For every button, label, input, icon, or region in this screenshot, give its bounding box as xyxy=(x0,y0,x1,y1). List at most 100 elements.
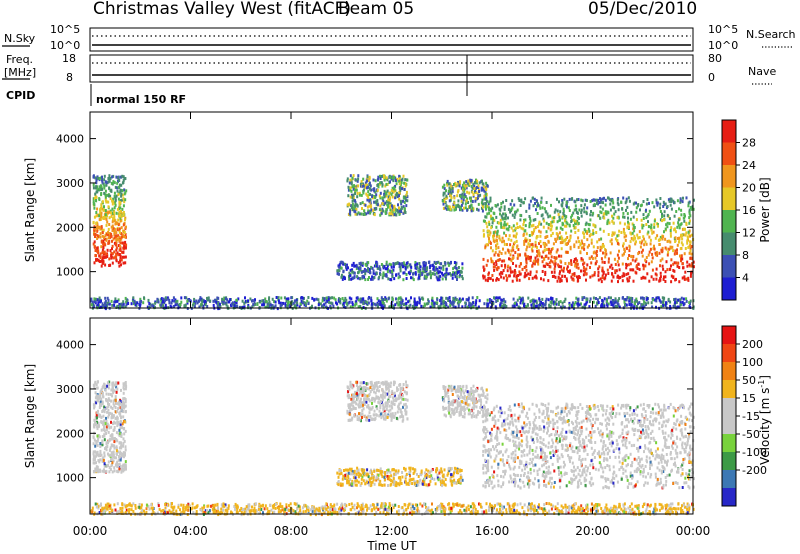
power-cell xyxy=(499,238,502,242)
power-cell xyxy=(201,298,204,302)
power-cell xyxy=(380,263,383,266)
power-cell xyxy=(354,303,357,307)
power-cell xyxy=(507,216,509,220)
power-cell xyxy=(460,203,463,207)
power-cell xyxy=(115,255,118,259)
power-cell xyxy=(617,299,620,303)
power-cell xyxy=(359,267,362,270)
power-cell xyxy=(599,277,602,281)
power-cell xyxy=(690,264,693,268)
power-cell xyxy=(622,211,625,215)
power-cell xyxy=(530,255,532,259)
power-cell xyxy=(322,305,325,309)
power-cell xyxy=(469,196,471,200)
power-cell xyxy=(156,297,159,301)
velocity-cell xyxy=(109,446,112,450)
power-cell xyxy=(674,278,677,282)
power-cell xyxy=(644,301,647,305)
power-cell xyxy=(681,300,684,304)
power-cell xyxy=(483,194,486,198)
power-cell xyxy=(96,304,99,308)
power-cell xyxy=(585,199,588,202)
power-cell xyxy=(636,299,638,303)
power-cell xyxy=(688,219,691,223)
power-cell xyxy=(542,225,545,229)
power-cell xyxy=(534,256,537,260)
power-cell xyxy=(327,298,330,302)
velocity-cell xyxy=(116,409,119,413)
power-cell xyxy=(501,226,504,229)
power-cell xyxy=(389,204,392,207)
power-cell xyxy=(110,225,113,229)
power-cell xyxy=(583,247,586,251)
power-cell xyxy=(488,233,491,237)
power-cell xyxy=(477,185,480,189)
power-cell xyxy=(671,245,674,249)
power-cell xyxy=(118,200,121,204)
power-cell xyxy=(606,304,609,308)
velocity-cell xyxy=(113,420,116,424)
velocity-cell xyxy=(115,431,118,435)
power-cell xyxy=(303,296,305,300)
power-cell xyxy=(445,269,448,273)
power-cell xyxy=(690,233,693,237)
power-cell xyxy=(477,305,480,309)
power-cell xyxy=(673,214,676,218)
velocity-cell xyxy=(99,393,102,396)
velocity-cell xyxy=(373,399,376,403)
power-cell xyxy=(483,189,486,193)
power-cell xyxy=(407,300,410,304)
power-cell xyxy=(586,263,589,267)
power-cell xyxy=(109,249,112,253)
power-cell xyxy=(545,221,548,225)
power-cell xyxy=(661,237,664,241)
power-cell xyxy=(347,188,350,192)
power-cell xyxy=(438,278,441,282)
power-cell xyxy=(351,270,354,274)
power-cell xyxy=(635,201,637,205)
power-cell xyxy=(549,214,552,218)
power-cell xyxy=(116,186,119,190)
power-cell xyxy=(554,259,557,263)
power-cell xyxy=(632,202,635,206)
power-cell xyxy=(388,212,391,215)
power-cell xyxy=(610,238,613,242)
power-cell xyxy=(626,279,629,283)
velocity-cell xyxy=(356,388,359,391)
power-cell xyxy=(583,232,585,236)
power-cell xyxy=(421,272,424,275)
power-cell xyxy=(530,230,533,234)
power-cell xyxy=(614,210,617,214)
velocity-cell xyxy=(103,425,106,429)
power-cell xyxy=(267,304,270,308)
power-cell xyxy=(482,265,485,269)
power-cell xyxy=(274,300,277,304)
power-cell xyxy=(631,231,634,235)
velocity-cell xyxy=(403,390,406,394)
velocity-cell xyxy=(372,384,375,388)
power-cell xyxy=(564,250,567,254)
power-cell xyxy=(570,259,573,263)
power-cell xyxy=(94,249,97,252)
power-cell xyxy=(663,218,665,222)
power-cell xyxy=(454,305,457,309)
power-cell xyxy=(442,206,445,210)
power-cell xyxy=(566,265,569,269)
velocity-cell xyxy=(107,424,110,428)
velocity-cell xyxy=(113,444,116,448)
velocity-cell xyxy=(102,422,105,426)
freq-panel: Freq. [MHz] 18 8 80 0 Nave xyxy=(2,52,776,96)
power-cell xyxy=(554,262,557,266)
power-cell xyxy=(410,296,412,300)
power-cell xyxy=(357,174,360,178)
velocity-cell xyxy=(386,416,389,419)
power-cell xyxy=(372,178,375,182)
power-cell xyxy=(133,301,136,305)
power-cell xyxy=(601,274,604,278)
power-cell xyxy=(623,249,626,253)
power-cell xyxy=(221,297,224,301)
velocity-cell xyxy=(360,391,363,395)
power-cell xyxy=(674,249,677,253)
power-cell xyxy=(340,266,343,270)
power-cell xyxy=(234,300,237,304)
